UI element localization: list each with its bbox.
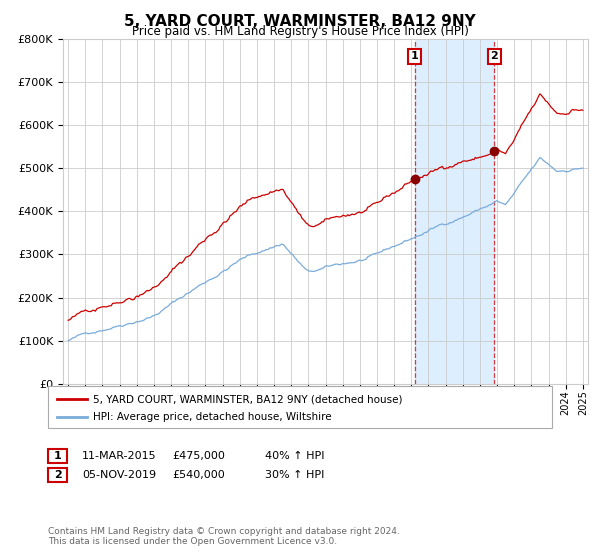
Text: Contains HM Land Registry data © Crown copyright and database right 2024.
This d: Contains HM Land Registry data © Crown c… [48,526,400,546]
Text: £540,000: £540,000 [172,470,225,480]
Text: £475,000: £475,000 [172,451,225,461]
Text: HPI: Average price, detached house, Wiltshire: HPI: Average price, detached house, Wilt… [93,412,332,422]
Text: 2: 2 [54,470,61,480]
Text: 5, YARD COURT, WARMINSTER, BA12 9NY (detached house): 5, YARD COURT, WARMINSTER, BA12 9NY (det… [93,394,403,404]
Text: Price paid vs. HM Land Registry's House Price Index (HPI): Price paid vs. HM Land Registry's House … [131,25,469,38]
Bar [415,39,494,384]
Text: 1: 1 [410,52,418,62]
Text: 30% ↑ HPI: 30% ↑ HPI [265,470,325,480]
Text: 1: 1 [54,451,61,461]
Text: 11-MAR-2015: 11-MAR-2015 [82,451,157,461]
Text: 05-NOV-2019: 05-NOV-2019 [82,470,157,480]
Text: 2: 2 [490,52,498,62]
Text: 5, YARD COURT, WARMINSTER, BA12 9NY: 5, YARD COURT, WARMINSTER, BA12 9NY [124,14,476,29]
Text: 40% ↑ HPI: 40% ↑ HPI [265,451,325,461]
